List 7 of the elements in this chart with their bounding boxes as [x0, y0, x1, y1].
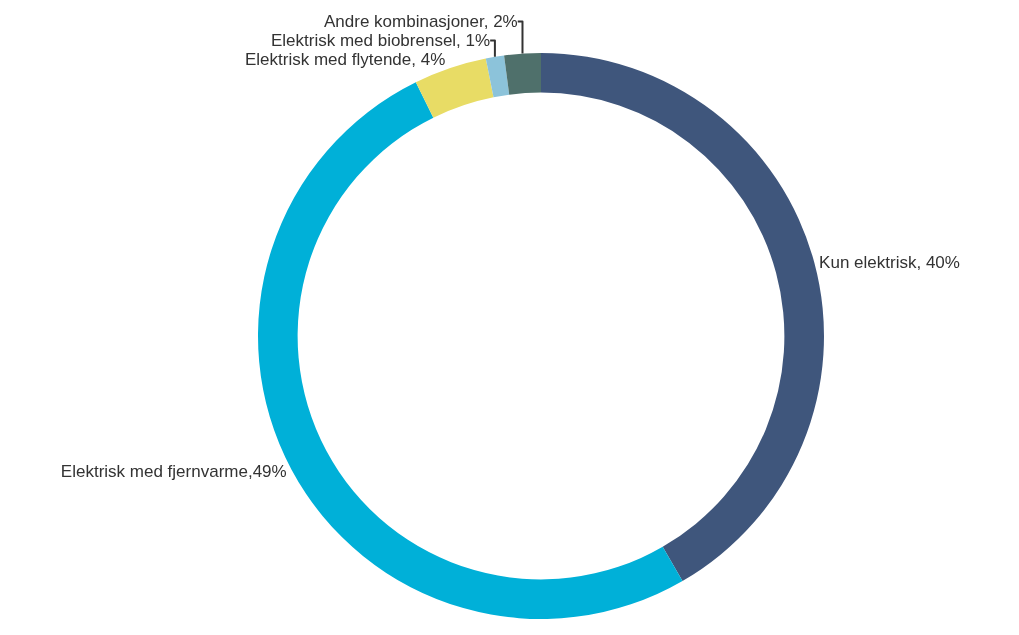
slice-label: Elektrisk med biobrensel, 1% — [270, 31, 491, 50]
slice-label: Andre kombinasjoner, 2% — [324, 12, 518, 31]
slice-label: Kun elektrisk, 40% — [819, 252, 960, 272]
donut-slice — [504, 53, 541, 95]
donut-slice — [485, 55, 510, 98]
slice-label: Elektrisk med flytende, 4% — [244, 50, 446, 69]
slice-label: Elektrisk med fjernvarme,49% — [60, 462, 287, 482]
